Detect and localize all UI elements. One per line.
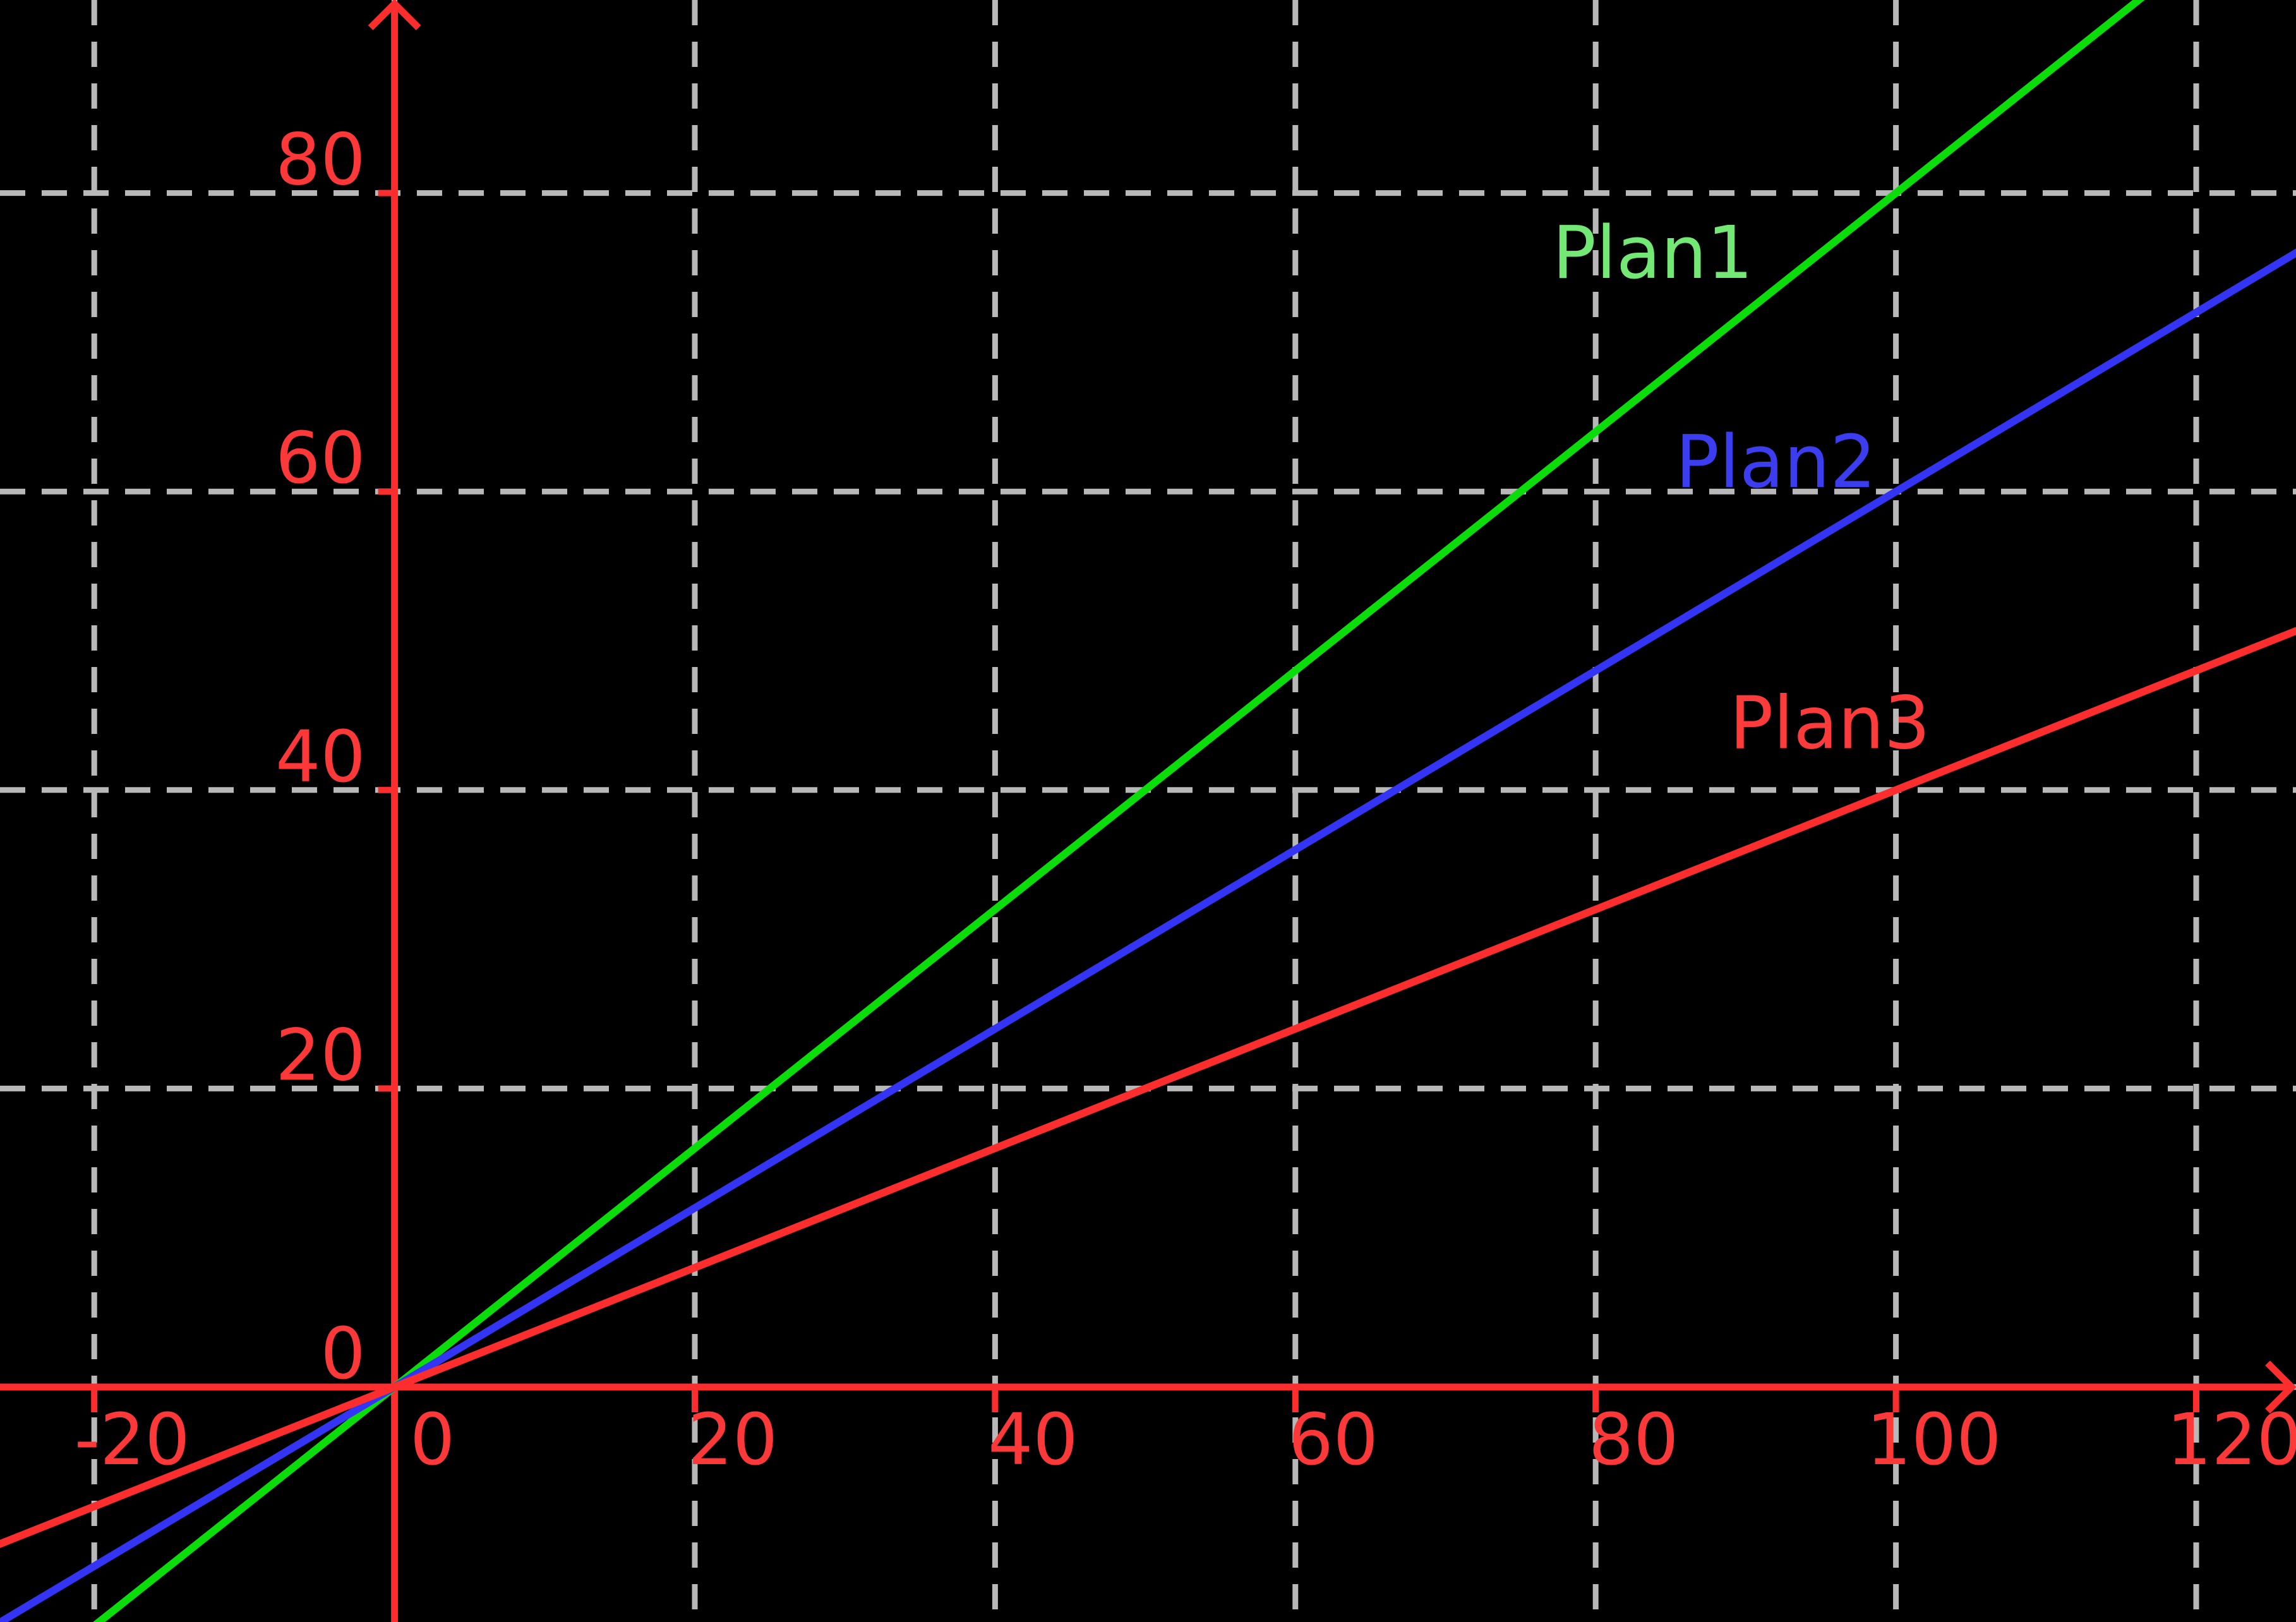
series-label-plan1: Plan1	[1553, 211, 1753, 296]
x-axis-arrow-icon	[2265, 1361, 2296, 1414]
y-tick-label-40: 40	[275, 716, 366, 798]
tick-labels: -20 0 20 40 60 80 100 120 0 20 40 60 80	[75, 119, 2296, 1481]
y-tick-label-60: 60	[275, 418, 366, 500]
y-tick-label-20: 20	[275, 1014, 366, 1096]
x-tick-label-60: 60	[1289, 1399, 1379, 1481]
series-line-plan3	[0, 627, 2296, 1548]
x-tick-label-0: 0	[410, 1399, 455, 1481]
series-label-plan3: Plan3	[1729, 681, 1930, 766]
x-tick-label-100: 100	[1866, 1399, 2002, 1481]
y-tick-label-0: 0	[320, 1313, 365, 1395]
x-tick-label-40: 40	[988, 1399, 1078, 1481]
y-axis-arrow-icon	[368, 0, 421, 30]
tick-marks	[91, 189, 2199, 1412]
series-label-plan2: Plan2	[1676, 420, 1877, 505]
x-tick-label-120: 120	[2167, 1399, 2296, 1481]
x-tick-label--20: -20	[75, 1399, 190, 1481]
x-tick-label-80: 80	[1589, 1399, 1679, 1481]
x-tick-label-20: 20	[688, 1399, 778, 1481]
series-line-plan2	[0, 248, 2296, 1622]
series-labels: Plan1 Plan2 Plan3	[1553, 211, 1930, 766]
y-tick-label-80: 80	[275, 119, 366, 201]
